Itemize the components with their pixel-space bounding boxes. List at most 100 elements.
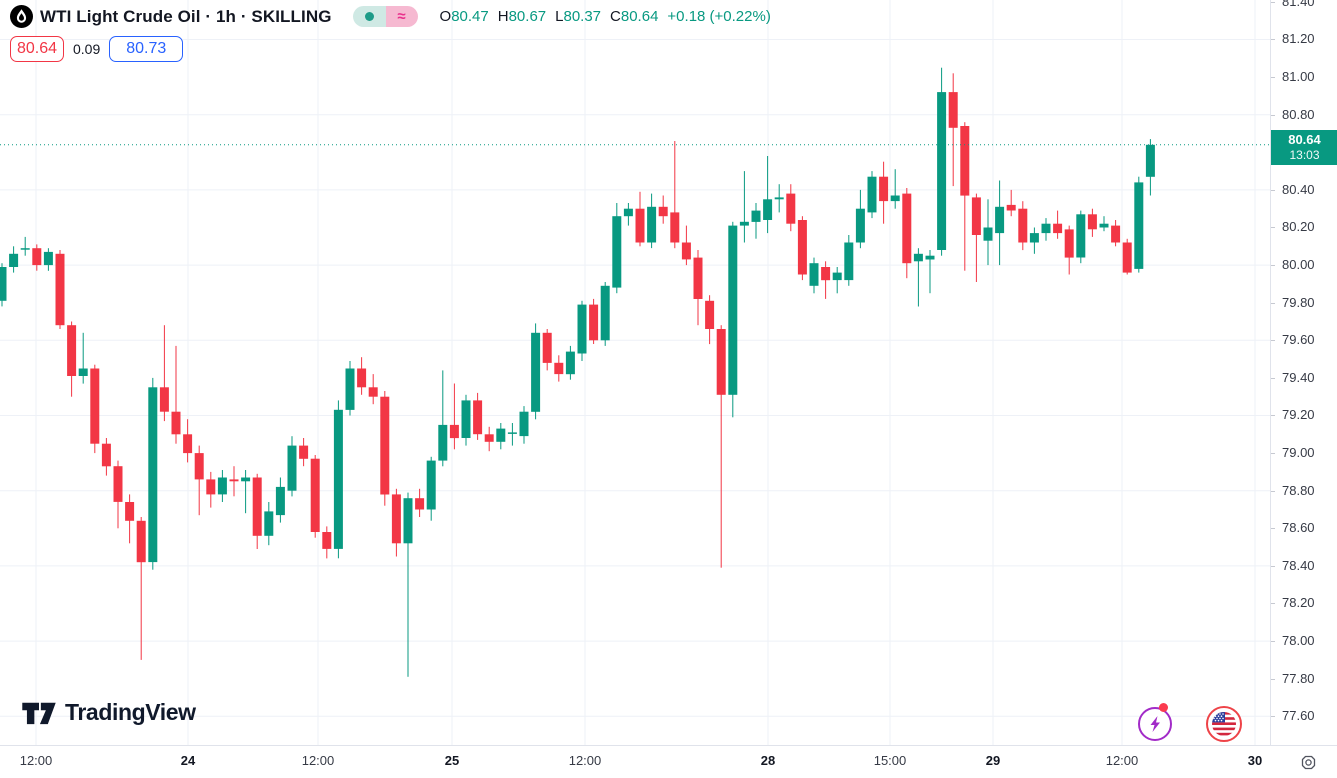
price-tick <box>1271 227 1275 228</box>
candle-wick <box>453 383 455 450</box>
candle-body <box>670 212 680 243</box>
candle-body <box>148 387 158 563</box>
open-label: O <box>439 8 452 25</box>
skilling-symbol-logo-icon[interactable] <box>10 5 33 28</box>
candle-wick <box>674 141 676 249</box>
candle-body <box>183 434 193 454</box>
price-label: 80.40 <box>1282 182 1315 197</box>
sell-price-button[interactable]: 80.64 <box>10 36 64 62</box>
candle-body <box>1029 233 1039 243</box>
market-status-toggle[interactable]: ≈ <box>352 6 418 27</box>
candle-body <box>821 267 831 281</box>
candle-body <box>136 520 146 563</box>
us-flag-icon <box>1212 712 1236 736</box>
candle-body <box>333 409 343 549</box>
candle-body <box>1053 223 1063 234</box>
candle-wick <box>767 156 769 234</box>
candle-body <box>577 304 587 354</box>
candle-wick <box>1010 189 1012 217</box>
price-label: 80.00 <box>1282 257 1315 272</box>
candle-body <box>531 332 541 412</box>
candle-body <box>241 477 251 482</box>
tradingview-wordmark: TradingView <box>65 699 196 725</box>
price-label: 79.00 <box>1282 445 1315 460</box>
quick-trade-button[interactable] <box>1138 707 1172 741</box>
price-label: 79.60 <box>1282 332 1315 347</box>
candle-wick <box>442 370 444 467</box>
price-tick <box>1271 115 1275 116</box>
price-tick <box>1271 528 1275 529</box>
price-label: 80.20 <box>1282 219 1315 234</box>
candle-wick <box>964 122 966 271</box>
candle-body <box>55 253 65 326</box>
us-flag-button[interactable] <box>1206 706 1242 742</box>
candle-body <box>565 351 575 375</box>
change-value: +0.18 (+0.22%) <box>667 8 771 25</box>
candle-body <box>890 195 900 202</box>
high-label: H <box>497 8 509 25</box>
candle-body <box>9 253 19 267</box>
close-value: 80.64 <box>620 8 659 25</box>
candle-body <box>971 197 981 235</box>
candle-body <box>855 208 865 243</box>
candle-body <box>751 210 761 222</box>
price-label: 77.60 <box>1282 708 1315 723</box>
candle-wick <box>24 236 26 256</box>
candle-body <box>415 498 425 510</box>
price-label: 78.80 <box>1282 483 1315 498</box>
time-label: 12:00 <box>568 753 602 768</box>
candle-body <box>960 126 970 196</box>
candle-wick <box>743 171 745 243</box>
candle-body <box>879 176 889 202</box>
candle-body <box>67 325 77 376</box>
candle-body <box>0 267 7 301</box>
price-tick <box>1271 2 1275 3</box>
low-value: 80.37 <box>563 8 602 25</box>
price-label: 81.00 <box>1282 69 1315 84</box>
candle-body <box>554 362 564 375</box>
candle-wick <box>407 492 409 677</box>
candle-body <box>693 257 703 299</box>
candle-body <box>635 208 645 243</box>
time-label: 28 <box>760 753 776 768</box>
candle-body <box>728 225 738 395</box>
gear-icon[interactable] <box>1300 754 1317 771</box>
candle-wick <box>975 193 977 282</box>
lightning-bolt-icon <box>1150 716 1160 732</box>
candle-body <box>797 220 807 275</box>
candle-wick <box>836 267 838 294</box>
price-tick <box>1271 603 1275 604</box>
candle-body <box>403 498 413 544</box>
axis-settings-corner[interactable] <box>1270 745 1337 778</box>
candle-body <box>1111 225 1121 243</box>
time-label: 29 <box>985 753 1001 768</box>
candle-body <box>519 411 529 437</box>
candle-body <box>229 479 239 482</box>
symbol-title[interactable]: WTI Light Crude Oil · 1h · SKILLING <box>40 6 332 26</box>
price-axis[interactable]: 80.64 13:03 81.40 81.20 81.00 80.80 80.40 80.… <box>1270 0 1337 745</box>
time-axis[interactable]: 12:00 24 12:00 25 12:00 28 15:00 29 12:00 30 <box>0 745 1270 778</box>
candle-body <box>786 193 796 224</box>
candle-body <box>995 206 1005 234</box>
candle-body <box>1041 223 1051 234</box>
candle-body <box>507 432 517 434</box>
candle-body <box>357 368 367 388</box>
candle-body <box>78 368 88 376</box>
approx-equal-icon: ≈ <box>385 6 418 27</box>
candle-body <box>832 272 842 281</box>
high-value: 80.67 <box>508 8 547 25</box>
tradingview-logo[interactable]: TradingView <box>22 699 196 726</box>
candlestick-chart[interactable] <box>0 0 1270 745</box>
candle-body <box>1076 214 1086 258</box>
candle-body <box>1087 214 1097 230</box>
candle-body <box>113 466 123 502</box>
time-label: 30 <box>1247 753 1263 768</box>
candle-body <box>43 251 53 266</box>
ohlc-readout: O 80.47 H 80.67 L 80.37 C 80.64 +0.18 (+0.22… <box>440 8 771 25</box>
open-value: 80.47 <box>451 8 489 25</box>
candle-body <box>1122 242 1132 273</box>
candle-body <box>32 248 42 266</box>
buy-price-button[interactable]: 80.73 <box>109 36 184 62</box>
